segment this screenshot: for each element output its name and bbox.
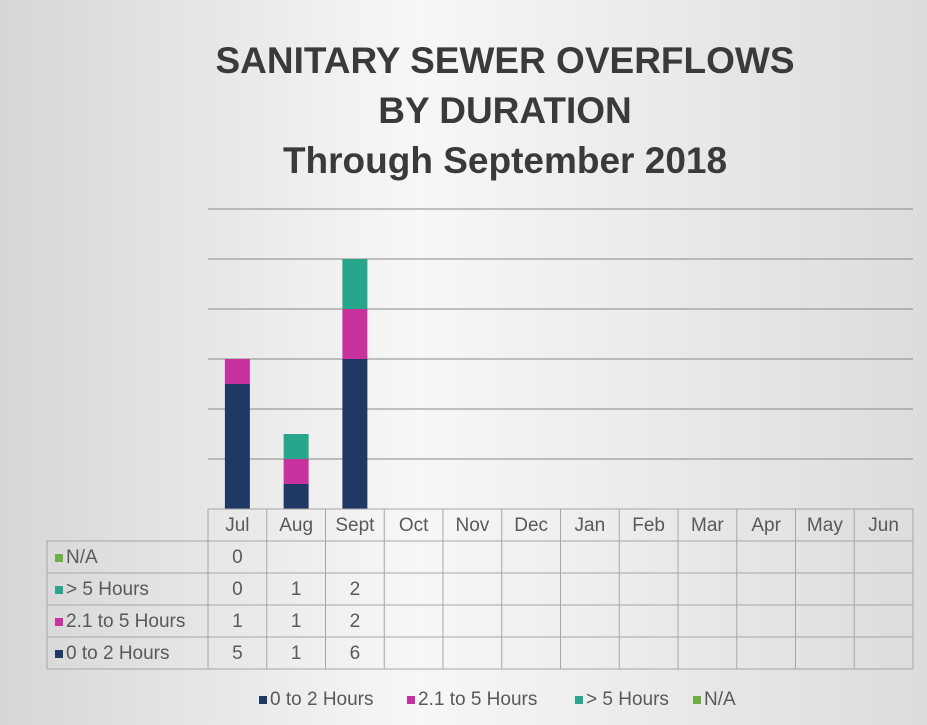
legend-label: N/A xyxy=(704,689,736,710)
bar-segment xyxy=(342,259,368,309)
bar-segment xyxy=(283,459,309,484)
bar-segment xyxy=(224,359,250,384)
x-tick-label: Jul xyxy=(225,515,249,536)
table-row-label: > 5 Hours xyxy=(66,579,149,600)
x-tick-label: Sept xyxy=(335,515,375,536)
legend-label: 2.1 to 5 Hours xyxy=(418,689,537,710)
x-tick-label: May xyxy=(807,515,843,536)
x-tick-label: Apr xyxy=(751,515,781,536)
legend-label: 0 to 2 Hours xyxy=(270,689,374,710)
x-tick-label: Aug xyxy=(279,515,313,536)
x-tick-label: Dec xyxy=(514,515,548,536)
table-legend-key xyxy=(55,650,63,658)
table-legend-key xyxy=(55,618,63,626)
table-cell: 1 xyxy=(291,579,302,600)
x-tick-label: Jun xyxy=(868,515,899,536)
table-cell: 6 xyxy=(350,643,361,664)
table-row-label: 2.1 to 5 Hours xyxy=(66,611,185,632)
table-cell: 2 xyxy=(350,579,361,600)
table-row-label: 0 to 2 Hours xyxy=(66,643,170,664)
chart-title: SANITARY SEWER OVERFLOWS xyxy=(215,40,794,81)
x-tick-label: Feb xyxy=(632,515,665,536)
table-cell: 1 xyxy=(232,611,243,632)
table-row-label: N/A xyxy=(66,547,98,568)
table-cell: 1 xyxy=(291,643,302,664)
chart-title: BY DURATION xyxy=(378,90,632,131)
bar-segment xyxy=(224,384,250,509)
table-legend-key xyxy=(55,554,63,562)
bar-segment xyxy=(283,484,309,509)
legend-key xyxy=(259,696,267,704)
legend-key xyxy=(407,696,415,704)
x-tick-label: Mar xyxy=(691,515,724,536)
legend-label: > 5 Hours xyxy=(586,689,669,710)
table-cell: 5 xyxy=(232,643,243,664)
x-tick-label: Nov xyxy=(455,515,489,536)
chart-subtitle: Through September 2018 xyxy=(283,140,727,181)
table-cell: 1 xyxy=(291,611,302,632)
bar-segment xyxy=(342,309,368,359)
bar-segment xyxy=(283,434,309,459)
legend-key xyxy=(693,696,701,704)
legend-key xyxy=(575,696,583,704)
table-cell: 2 xyxy=(350,611,361,632)
table-cell: 0 xyxy=(232,579,243,600)
table-cell: 0 xyxy=(232,547,243,568)
x-tick-label: Oct xyxy=(399,515,429,536)
bar-segment xyxy=(342,359,368,509)
table-legend-key xyxy=(55,586,63,594)
x-tick-label: Jan xyxy=(575,515,606,536)
